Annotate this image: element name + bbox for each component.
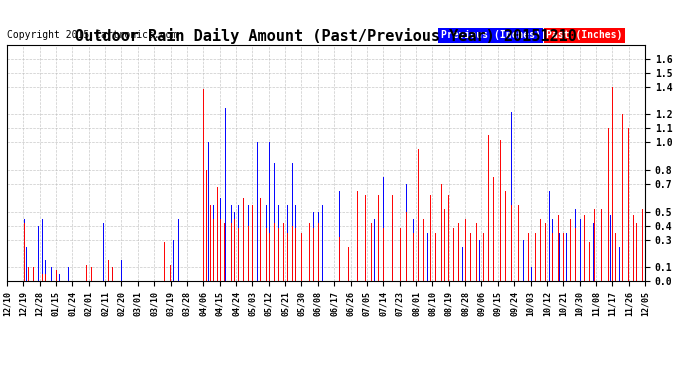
- Title: Outdoor Rain Daily Amount (Past/Previous Year) 20151210: Outdoor Rain Daily Amount (Past/Previous…: [75, 28, 577, 44]
- Text: Past (Inches): Past (Inches): [546, 30, 622, 40]
- Text: Copyright 2015 Cartronics.com: Copyright 2015 Cartronics.com: [7, 30, 177, 40]
- Text: Previous (Inches): Previous (Inches): [441, 30, 541, 40]
